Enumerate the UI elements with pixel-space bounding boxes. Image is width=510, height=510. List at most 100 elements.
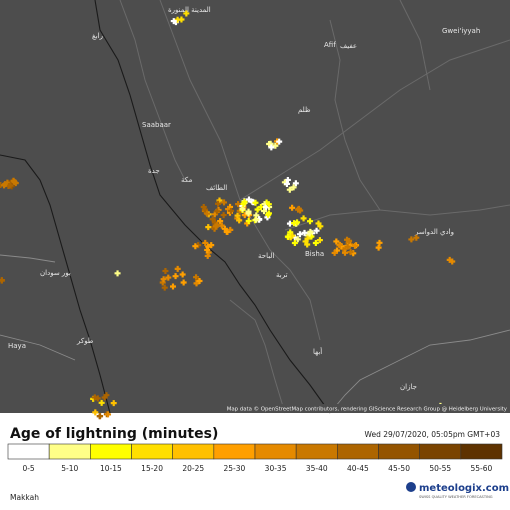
lightning-cross [245,218,252,225]
lightning-cross [347,249,354,256]
lightning-cross [96,413,103,420]
legend-label: 35-40 [306,464,328,473]
legend-swatch [213,443,256,460]
legend-swatch [90,443,132,460]
place-label: Gwei'iyyah [442,27,480,35]
legend-swatch [254,443,297,460]
place-label: طوكر [76,337,94,345]
border [0,254,56,263]
legend-label: 15-20 [141,464,163,473]
lightning-cross [204,252,211,259]
legend-swatch [7,443,50,460]
lightning-cross [265,211,272,218]
lightning-cross [209,216,216,223]
lightning-cross [214,208,221,215]
coastline [94,0,331,414]
border [329,329,510,414]
legend-label: 30-35 [265,464,287,473]
lightning-cross [351,242,358,249]
road [239,39,510,201]
lightning-cross [286,186,293,193]
lightning-cross [196,278,203,285]
lightning-cross [292,180,299,187]
legend-swatch [172,443,215,460]
lightning-cross [174,16,181,23]
lightning-cross [174,265,181,272]
place-label: Saabaar [142,121,171,129]
lightning-cross [261,208,268,215]
lightning-cross [228,207,235,214]
place-label: المدينة المنورة [168,6,211,14]
lightning-cross [179,271,186,278]
legend-swatch [48,443,91,460]
lightning-cross [344,236,351,243]
map-background [0,0,510,413]
lightning-cross [162,268,169,275]
lightning-cross [170,18,177,25]
legend-label: 5-10 [61,464,78,473]
lightning-cross [180,279,187,286]
lightning-cross [169,283,176,290]
lightning-cross [276,138,283,145]
lightning-cross [272,142,279,149]
lightning-cross [291,239,298,246]
lightning-cross [0,277,5,284]
legend-swatch [460,443,503,460]
lightning-cross [304,241,311,248]
lightning-cross [204,246,211,253]
lightning-cross [333,238,340,245]
legend-swatch [295,443,338,460]
road [159,0,321,341]
lightning-cross [253,216,260,223]
lightning-cross [341,249,348,256]
coastline-west [0,154,111,414]
lightning-cross [344,243,351,250]
lightning-strikes [0,10,456,420]
lightning-cross [234,212,241,219]
lightning-cross [92,409,99,416]
location: Makkah [10,493,39,502]
map: المدينة المنورة رابغ Saabaar ظلم Afif عف… [0,0,510,420]
road [119,0,186,181]
legend-label: 40-45 [347,464,369,473]
lightning-cross [294,236,301,243]
attribution-bg [226,404,510,413]
lightning-cross [240,200,247,207]
lightning-cross [223,228,230,235]
logo-icon [406,482,416,492]
lightning-cross [300,215,307,222]
place-label: وادي الدواسر [414,228,454,236]
legend-swatch [378,443,420,460]
lightning-cross [257,203,264,210]
road [284,204,510,231]
lightning-cross [408,236,415,243]
road [229,299,286,414]
lightning-cross [336,241,343,248]
place-label: جدة [148,167,160,175]
legend-label: 55-60 [471,464,493,473]
legend-label: 50-55 [429,464,451,473]
tagline: SWISS QUALITY WEATHER FORECASTING [419,495,493,499]
lightning-cross [307,218,314,225]
place-label: Bisha [305,250,324,258]
lightning-cross [236,217,243,224]
lightning-cross [165,274,172,281]
legend-bins: 0-5 5-10 10-15 15-20 20-25 25-30 30-35 35-40 40-… [7,443,503,473]
lightning-cross [94,395,101,402]
place-label: ظلم [298,106,311,114]
legend-label: 0-5 [22,464,34,473]
road [399,0,431,91]
lightning-cross [202,239,209,246]
place-label: Afif [324,41,336,49]
lightning-cross [214,221,221,228]
legend-swatch [337,443,379,460]
lightning-cross [160,276,167,283]
lightning-cross [290,184,297,191]
lightning-cross [192,243,199,250]
legend-swatch [419,443,462,460]
road [329,19,381,211]
lightning-cross [201,206,208,213]
lightning-cross [413,234,420,241]
lightning-cross [266,140,273,147]
